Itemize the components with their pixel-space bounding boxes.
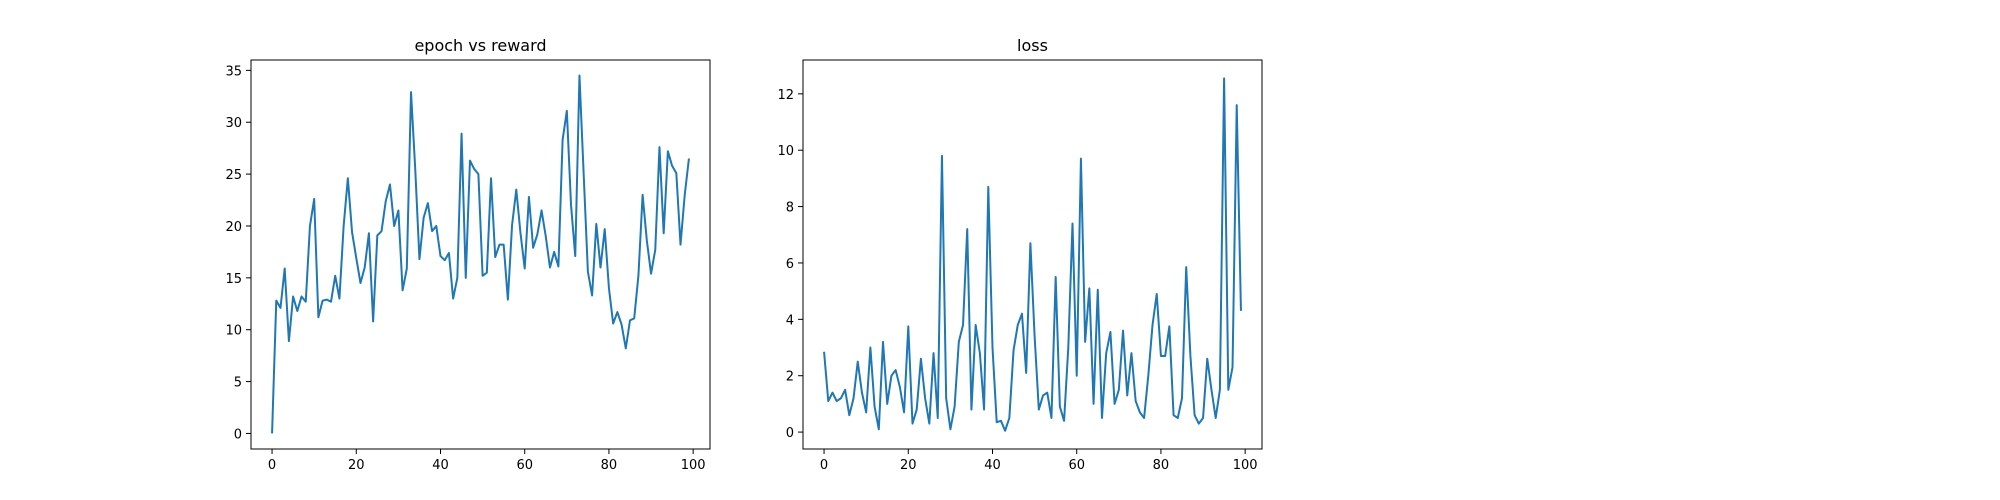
y-tick-label: 20	[225, 220, 242, 235]
y-tick-label: 2	[786, 370, 794, 385]
x-tick-label: 0	[268, 458, 276, 473]
x-tick-label: 20	[348, 458, 365, 473]
series-line	[823, 77, 1242, 432]
y-tick-label: 0	[786, 426, 794, 441]
x-tick-label: 100	[681, 458, 706, 473]
x-tick-label: 40	[432, 458, 449, 473]
plot-frame	[802, 59, 1263, 450]
y-tick-label: 0	[234, 427, 242, 442]
y-tick-label: 10	[225, 324, 242, 339]
y-tick-label: 6	[786, 257, 794, 272]
x-tick-label: 60	[1068, 458, 1085, 473]
chart-title: epoch vs reward	[414, 36, 546, 55]
y-tick-label: 8	[786, 201, 794, 216]
reward-chart: epoch vs reward 0 20 40 60 80 100 0 5 10 15 20 25 30…	[225, 36, 711, 473]
y-tick-label: 12	[777, 88, 794, 103]
x-tick-label: 100	[1233, 458, 1258, 473]
x-tick-label: 60	[516, 458, 533, 473]
loss-chart: loss 0 20 40 60 80 100 0 2 4 6 8 10 12	[777, 36, 1263, 473]
series-line	[271, 74, 690, 434]
x-tick-label: 40	[984, 458, 1001, 473]
y-tick-label: 4	[786, 313, 794, 328]
x-tick-label: 0	[820, 458, 828, 473]
x-tick-label: 80	[601, 458, 618, 473]
y-tick-label: 25	[225, 168, 242, 183]
x-tick-label: 20	[900, 458, 917, 473]
y-tick-label: 35	[225, 64, 242, 79]
y-tick-label: 10	[777, 144, 794, 159]
y-tick-label: 15	[225, 272, 242, 287]
plot-frame	[250, 59, 711, 450]
x-tick-label: 80	[1153, 458, 1170, 473]
y-tick-label: 30	[225, 116, 242, 131]
chart-title: loss	[1017, 36, 1048, 55]
y-tick-label: 5	[234, 376, 242, 391]
